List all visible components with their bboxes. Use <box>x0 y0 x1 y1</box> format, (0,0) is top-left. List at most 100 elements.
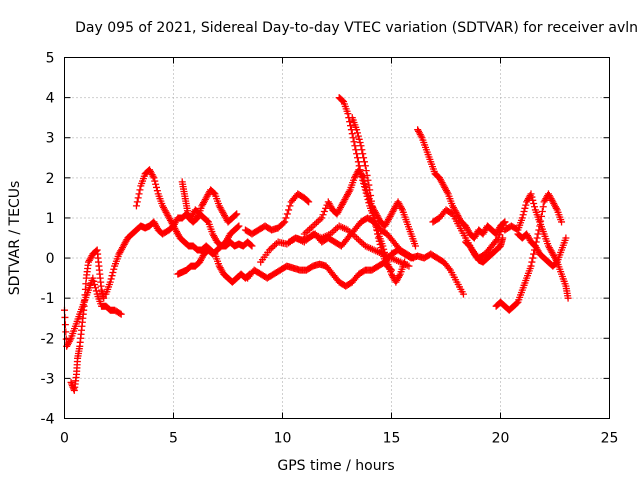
series-track-a <box>61 274 125 350</box>
data-point <box>378 247 386 255</box>
data-point <box>348 130 356 138</box>
x-tick-label: 15 <box>383 431 401 447</box>
data-point <box>558 218 566 226</box>
data-point <box>351 142 359 150</box>
series-track-g <box>241 190 313 238</box>
data-point <box>322 204 330 212</box>
data-point <box>353 234 361 242</box>
data-point <box>100 294 108 302</box>
data-point <box>358 173 366 181</box>
data-point <box>330 227 338 235</box>
data-point <box>527 262 535 270</box>
data-point <box>562 234 570 242</box>
y-tick-label: 4 <box>46 91 55 107</box>
series-track-e <box>174 222 243 278</box>
data-point <box>531 203 539 211</box>
data-point <box>357 142 365 150</box>
y-tick-label: 3 <box>46 131 55 147</box>
data-point <box>370 214 378 222</box>
data-point <box>356 166 364 174</box>
data-points <box>61 94 572 394</box>
data-point <box>552 204 560 212</box>
data-point <box>91 284 99 292</box>
data-point <box>564 294 572 302</box>
data-point <box>528 193 536 201</box>
data-point <box>151 177 159 185</box>
data-point <box>362 189 370 197</box>
data-point <box>520 208 528 216</box>
data-point <box>135 190 143 198</box>
data-point <box>311 220 319 228</box>
data-point <box>530 200 538 208</box>
x-axis-label: GPS time / hours <box>277 458 394 474</box>
data-point <box>91 281 99 289</box>
data-point <box>353 126 361 134</box>
data-point <box>405 262 413 270</box>
data-point <box>149 172 157 180</box>
chart-title: Day 095 of 2021, Sidereal Day-to-day VTE… <box>75 20 638 36</box>
data-point <box>529 254 537 262</box>
data-point <box>313 219 321 227</box>
data-point <box>267 244 275 252</box>
data-point <box>66 336 74 344</box>
data-point <box>285 206 293 214</box>
data-point <box>360 179 368 187</box>
data-point <box>395 272 403 280</box>
data-point <box>354 158 362 166</box>
series-track-o <box>429 206 509 262</box>
data-point <box>314 217 322 225</box>
data-point <box>304 227 312 235</box>
data-point <box>362 167 370 175</box>
data-point <box>497 228 505 236</box>
y-tick-label: 1 <box>46 211 55 227</box>
data-point <box>358 146 366 154</box>
data-point <box>304 197 312 205</box>
data-point <box>232 211 240 219</box>
series-track-j <box>285 214 417 262</box>
data-point <box>67 378 75 386</box>
data-point <box>152 183 160 191</box>
data-point <box>92 287 100 295</box>
data-point <box>462 239 470 247</box>
series-track-b <box>67 246 108 394</box>
data-point <box>527 190 535 198</box>
data-point <box>136 186 144 194</box>
data-point <box>346 118 354 126</box>
data-point <box>360 183 368 191</box>
data-point <box>286 202 294 210</box>
data-point <box>133 198 141 206</box>
data-point <box>357 170 365 178</box>
data-point <box>353 150 361 158</box>
x-tick-labels: 0 5 10 15 20 25 <box>60 431 618 447</box>
data-point <box>132 202 140 210</box>
y-tick-label: 0 <box>46 251 55 267</box>
data-point <box>355 162 363 170</box>
data-point <box>269 243 277 251</box>
data-point <box>349 134 357 142</box>
series-track-d <box>132 166 254 286</box>
data-point <box>309 222 317 230</box>
data-point <box>354 236 362 244</box>
data-point <box>70 385 78 393</box>
y-tick-label: -2 <box>41 331 55 347</box>
data-point <box>377 244 385 252</box>
data-point <box>443 188 451 196</box>
data-point <box>363 171 371 179</box>
data-point <box>281 218 289 226</box>
data-point <box>358 239 366 247</box>
data-point <box>92 247 100 255</box>
x-tick-label: 0 <box>60 431 69 447</box>
data-point <box>62 328 70 336</box>
data-point <box>368 203 376 211</box>
data-point <box>445 264 453 272</box>
data-point <box>374 234 382 242</box>
data-point <box>366 186 374 194</box>
data-point <box>320 208 328 216</box>
data-point <box>117 310 125 318</box>
data-point <box>398 204 406 212</box>
x-tick-label: 10 <box>274 431 292 447</box>
data-point <box>367 197 375 205</box>
data-point <box>522 201 530 209</box>
y-axis-label: SDTVAR / TECUs <box>7 181 23 296</box>
